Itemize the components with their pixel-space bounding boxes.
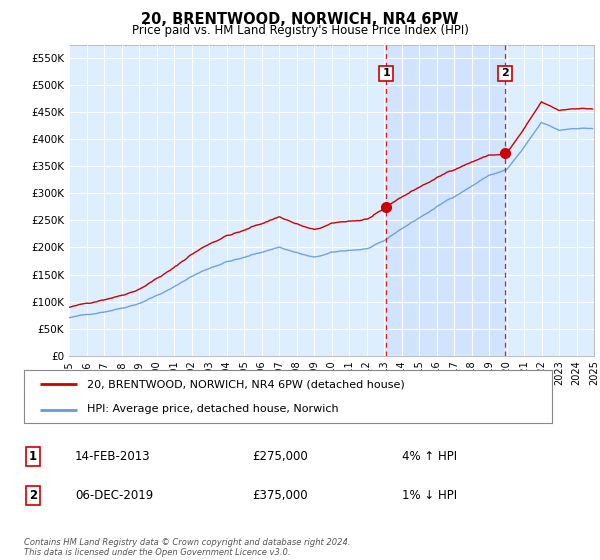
Bar xyxy=(386,45,505,356)
Text: Price paid vs. HM Land Registry's House Price Index (HPI): Price paid vs. HM Land Registry's House … xyxy=(131,24,469,36)
Text: £375,000: £375,000 xyxy=(252,489,308,502)
Text: 2: 2 xyxy=(29,489,37,502)
Text: 20, BRENTWOOD, NORWICH, NR4 6PW (detached house): 20, BRENTWOOD, NORWICH, NR4 6PW (detache… xyxy=(88,380,405,390)
Text: £275,000: £275,000 xyxy=(252,450,308,463)
Text: 20, BRENTWOOD, NORWICH, NR4 6PW: 20, BRENTWOOD, NORWICH, NR4 6PW xyxy=(142,12,458,27)
Text: 1: 1 xyxy=(382,68,390,78)
Text: 2: 2 xyxy=(501,68,509,78)
Text: 1: 1 xyxy=(29,450,37,463)
Text: 1% ↓ HPI: 1% ↓ HPI xyxy=(402,489,457,502)
Text: HPI: Average price, detached house, Norwich: HPI: Average price, detached house, Norw… xyxy=(88,404,339,414)
Text: 06-DEC-2019: 06-DEC-2019 xyxy=(75,489,153,502)
Text: Contains HM Land Registry data © Crown copyright and database right 2024.
This d: Contains HM Land Registry data © Crown c… xyxy=(24,538,350,557)
Text: 4% ↑ HPI: 4% ↑ HPI xyxy=(402,450,457,463)
Text: 14-FEB-2013: 14-FEB-2013 xyxy=(75,450,151,463)
